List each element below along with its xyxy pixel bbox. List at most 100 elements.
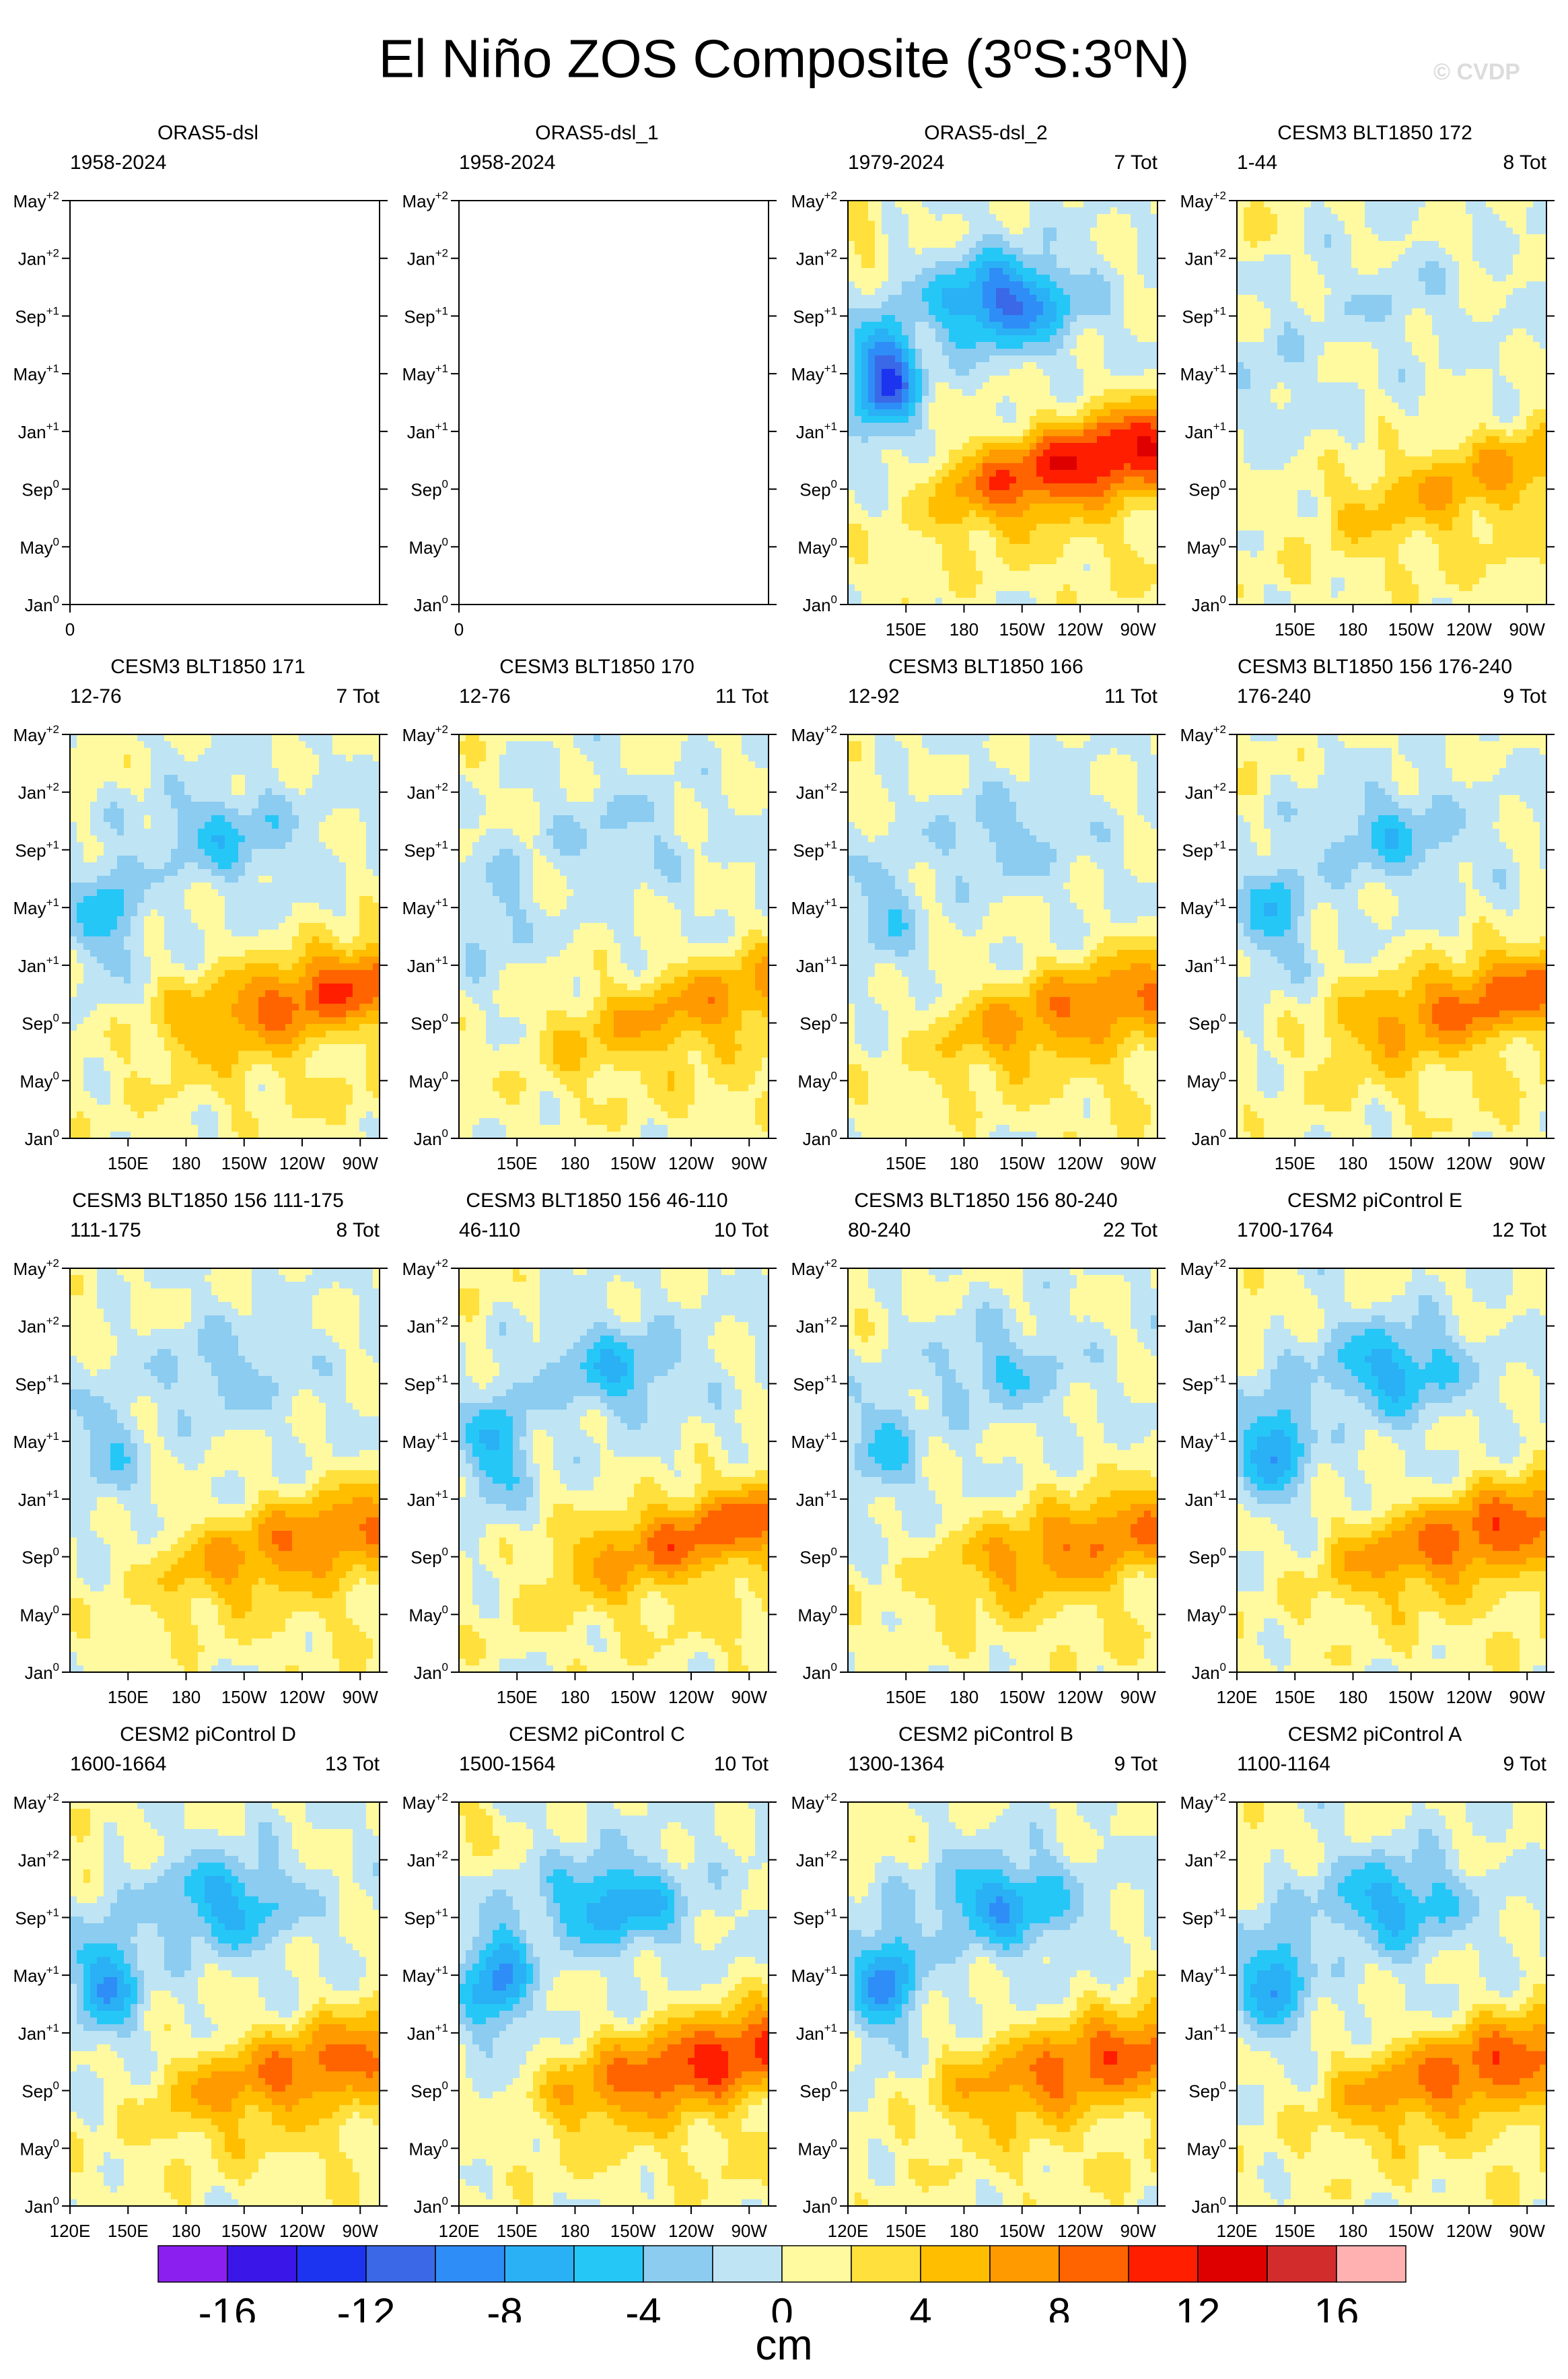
heatmap-cell xyxy=(1244,497,1251,504)
heatmap-cell xyxy=(1479,201,1487,208)
heatmap-cell xyxy=(956,295,963,302)
heatmap-cell xyxy=(1331,349,1339,356)
heatmap-cell xyxy=(1459,241,1466,248)
heatmap-cell xyxy=(1104,423,1111,430)
heatmap-cell xyxy=(1083,463,1091,471)
heatmap-cell xyxy=(855,396,862,403)
heatmap-cell xyxy=(1452,490,1460,497)
heatmap-cell xyxy=(1472,477,1480,484)
heatmap-cell xyxy=(1345,389,1352,396)
heatmap-cell xyxy=(1345,322,1352,329)
heatmap-cell xyxy=(1365,349,1372,356)
heatmap-cell xyxy=(1506,490,1513,497)
heatmap-cell xyxy=(1090,308,1098,316)
heatmap-cell xyxy=(989,544,997,551)
heatmap-cell xyxy=(1237,228,1244,235)
heatmap-cell xyxy=(1432,329,1439,336)
heatmap-cell xyxy=(1378,201,1386,208)
heatmap-cell xyxy=(1077,416,1084,423)
heatmap-cell xyxy=(882,504,889,511)
heatmap-cell xyxy=(1070,254,1077,262)
heatmap-cell xyxy=(1124,409,1131,417)
heatmap-cell xyxy=(996,429,1003,437)
heatmap-cell xyxy=(922,423,929,430)
heatmap-cell xyxy=(1009,551,1017,558)
heatmap-cell xyxy=(855,429,862,437)
heatmap-cell xyxy=(1533,261,1540,269)
heatmap-cell xyxy=(888,571,896,578)
heatmap-cell xyxy=(1030,463,1037,471)
heatmap-cell xyxy=(989,423,997,430)
heatmap-cell xyxy=(861,268,869,275)
heatmap-cell xyxy=(1070,564,1077,572)
heatmap-cell xyxy=(1499,302,1507,309)
heatmap-cell xyxy=(1083,504,1091,511)
heatmap-cell xyxy=(996,308,1003,316)
heatmap-cell xyxy=(1452,234,1460,242)
heatmap-cell xyxy=(1479,288,1487,296)
heatmap-cell xyxy=(1385,497,1392,504)
heatmap-cell xyxy=(1063,403,1071,410)
heatmap-cell xyxy=(996,463,1003,471)
heatmap-cell xyxy=(1345,376,1352,383)
heatmap-cell xyxy=(976,248,983,255)
heatmap-cell xyxy=(1311,483,1318,491)
heatmap-cell xyxy=(1271,254,1278,262)
heatmap-cell xyxy=(1144,362,1151,370)
heatmap-cell xyxy=(1043,416,1050,423)
heatmap-cell xyxy=(996,234,1003,242)
heatmap-cell xyxy=(1016,450,1024,457)
heatmap-cell xyxy=(1345,409,1352,417)
heatmap-cell xyxy=(1304,409,1312,417)
heatmap-cell xyxy=(1104,214,1111,221)
heatmap-cell xyxy=(1425,443,1433,450)
heatmap-cell xyxy=(1050,436,1057,444)
heatmap-cell xyxy=(861,248,869,255)
heatmap-cell xyxy=(1412,416,1419,423)
heatmap-cell xyxy=(1110,497,1118,504)
heatmap-cell xyxy=(983,483,990,491)
heatmap-cell xyxy=(882,544,889,551)
heatmap-cell xyxy=(1526,355,1534,363)
heatmap-cell xyxy=(1050,443,1057,450)
heatmap-cell xyxy=(956,349,963,356)
heatmap-cell xyxy=(1124,382,1131,390)
heatmap-cell xyxy=(861,329,869,336)
heatmap-cell xyxy=(922,463,929,471)
heatmap-cell xyxy=(1036,544,1044,551)
heatmap-cell xyxy=(1324,436,1332,444)
heatmap-cell xyxy=(1030,254,1037,262)
heatmap-cell xyxy=(1513,207,1520,215)
heatmap-cell xyxy=(976,497,983,504)
heatmap-cell xyxy=(996,450,1003,457)
heatmap-cell xyxy=(1097,295,1104,302)
heatmap-cell xyxy=(1338,248,1345,255)
heatmap-cell xyxy=(1244,389,1251,396)
heatmap-cell xyxy=(1479,416,1487,423)
heatmap-cell xyxy=(1131,281,1138,289)
heatmap-cell xyxy=(983,201,990,208)
heatmap-cell xyxy=(888,409,896,417)
heatmap-cell xyxy=(1540,504,1547,511)
heatmap-cell xyxy=(1513,396,1520,403)
heatmap-cell xyxy=(1077,591,1084,598)
heatmap-cell xyxy=(1137,214,1145,221)
heatmap-cell xyxy=(868,551,876,558)
heatmap-cell xyxy=(1304,302,1312,309)
heatmap-cell xyxy=(1090,477,1098,484)
heatmap-cell xyxy=(935,214,943,221)
heatmap-cell xyxy=(1459,355,1466,363)
heatmap-cell xyxy=(1257,228,1264,235)
heatmap-cell xyxy=(1250,396,1258,403)
heatmap-cell xyxy=(1358,369,1365,376)
heatmap-cell xyxy=(1003,295,1010,302)
heatmap-cell xyxy=(942,483,950,491)
heatmap-cell xyxy=(962,308,970,316)
heatmap-cell xyxy=(1425,389,1433,396)
heatmap-cell xyxy=(1003,443,1010,450)
heatmap-cell xyxy=(1432,295,1439,302)
heatmap-cell xyxy=(1050,571,1057,578)
heatmap-cell xyxy=(1311,234,1318,242)
heatmap-cell xyxy=(942,551,950,558)
heatmap-cell xyxy=(882,335,889,343)
